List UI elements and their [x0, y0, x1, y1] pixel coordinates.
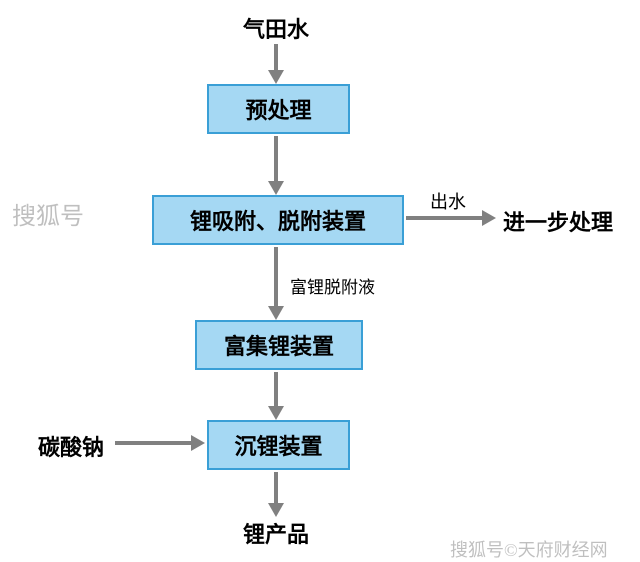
edge-label-rich-lithium: 富锂脱附液 [290, 273, 375, 298]
watermark-left: 搜狐号 [12, 196, 84, 231]
node-pretreatment: 预处理 [207, 84, 350, 134]
node-start: 气田水 [243, 12, 309, 44]
node-adsorption-label: 锂吸附、脱附装置 [190, 204, 366, 236]
node-precipitation: 沉锂装置 [207, 420, 350, 470]
node-precipitation-label: 沉锂装置 [234, 429, 322, 461]
watermark-right: 搜狐号©天府财经网 [450, 536, 608, 562]
node-enrichment: 富集锂装置 [195, 320, 363, 370]
node-enrichment-label: 富集锂装置 [224, 329, 334, 361]
lithium-process-flowchart: 气田水 进一步处理 碳酸钠 锂产品 预处理 锂吸附、脱附装置 富集锂装置 沉锂装… [0, 0, 640, 562]
node-sodium-carbonate: 碳酸钠 [38, 430, 104, 462]
node-product: 锂产品 [243, 517, 309, 549]
node-pretreatment-label: 预处理 [245, 93, 311, 125]
node-further-processing: 进一步处理 [503, 205, 613, 237]
edge-label-effluent: 出水 [430, 188, 466, 214]
node-adsorption: 锂吸附、脱附装置 [152, 195, 404, 245]
